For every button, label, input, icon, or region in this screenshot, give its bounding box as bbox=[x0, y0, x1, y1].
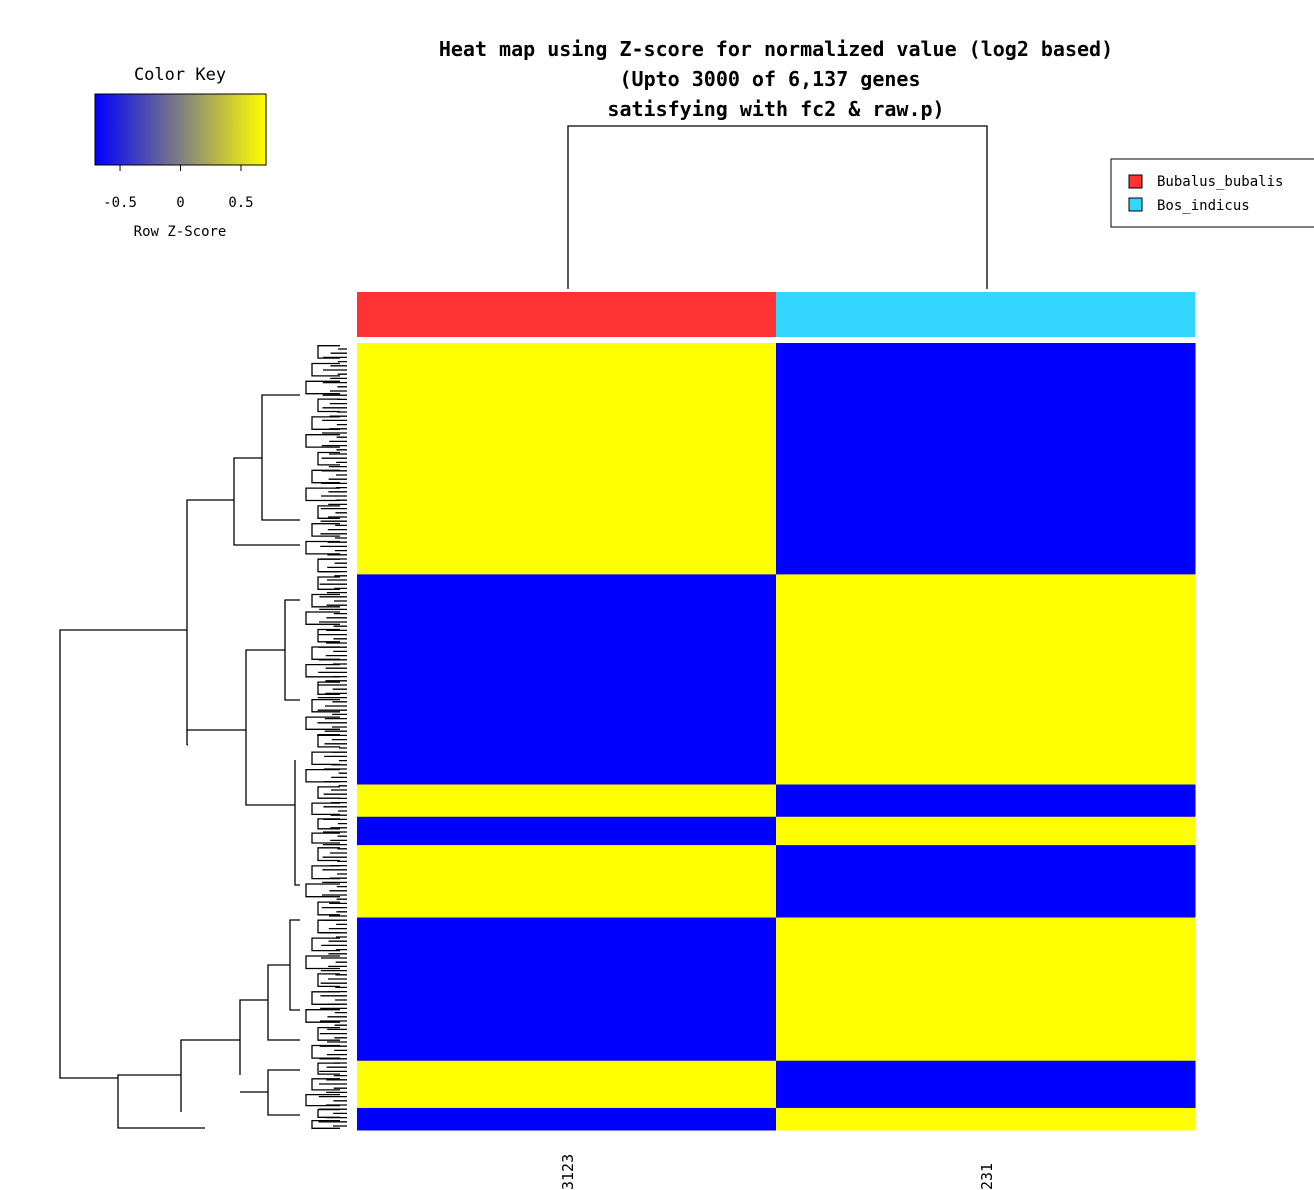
heatmap-cell bbox=[776, 845, 1196, 919]
heatmap-cell bbox=[776, 1060, 1196, 1109]
color-key-tick-label: 0.5 bbox=[228, 195, 253, 211]
column-side-color bbox=[776, 292, 1195, 337]
dendrogram-branch bbox=[311, 786, 340, 816]
dendrogram-branch bbox=[311, 818, 340, 844]
legend-label-bubalus: Bubalus_bubalis bbox=[1157, 174, 1283, 190]
color-key-title: Color Key bbox=[134, 65, 226, 85]
color-key: Color Key -0.5 0 0.5 Row Z-Score bbox=[94, 65, 267, 240]
title-line-3: satisfying with fc2 & raw.p) bbox=[607, 97, 944, 121]
heatmap-cell bbox=[776, 816, 1196, 846]
dendrogram-branch bbox=[59, 394, 300, 1129]
column-labels: 3123 231 bbox=[559, 1154, 996, 1190]
column-label-2: 231 bbox=[978, 1163, 996, 1190]
heatmap-cell bbox=[776, 343, 1196, 575]
heatmap-cell bbox=[776, 574, 1196, 786]
legend-box bbox=[1110, 158, 1314, 228]
column-label-1: 3123 bbox=[559, 1154, 577, 1190]
heatmap-cell bbox=[776, 784, 1196, 818]
heatmap-cell bbox=[357, 784, 777, 818]
heatmap-cell bbox=[776, 917, 1196, 1062]
legend-swatch-bos bbox=[1128, 197, 1143, 212]
heatmap-cell bbox=[357, 845, 777, 919]
color-key-tick-label: -0.5 bbox=[103, 195, 137, 211]
legend-swatch-bubalus bbox=[1128, 174, 1143, 189]
title-line-2: (Upto 3000 of 6,137 genes bbox=[619, 67, 920, 91]
heatmap-cell bbox=[357, 917, 777, 1062]
title-line-1: Heat map using Z-score for normalized va… bbox=[439, 37, 1113, 61]
color-key-tick-label: 0 bbox=[176, 195, 184, 211]
heatmap-cells bbox=[357, 343, 1196, 1131]
color-key-ticks: -0.5 0 0.5 bbox=[103, 165, 254, 211]
color-key-gradient bbox=[94, 93, 267, 166]
legend: Bubalus_bubalis Bos_indicus bbox=[1110, 158, 1314, 228]
heatmap-cell bbox=[357, 816, 777, 846]
legend-label-bos: Bos_indicus bbox=[1157, 198, 1250, 214]
heatmap-cell bbox=[357, 574, 777, 786]
dendrogram-branch bbox=[305, 847, 340, 916]
dendrogram-branch bbox=[305, 919, 340, 1059]
heatmap-cell bbox=[776, 1107, 1196, 1131]
heatmap-cell bbox=[357, 1060, 777, 1109]
heatmap-cell bbox=[357, 343, 777, 575]
dendrogram-branch bbox=[305, 1062, 340, 1107]
chart-title: Heat map using Z-score for normalized va… bbox=[439, 37, 1113, 121]
color-key-xlabel: Row Z-Score bbox=[134, 224, 227, 240]
dendrogram-branch bbox=[305, 576, 340, 783]
column-dendrogram bbox=[567, 125, 988, 289]
heatmap-cell bbox=[357, 1107, 777, 1131]
row-dendrogram bbox=[59, 345, 347, 1129]
dendrogram-branch bbox=[311, 1108, 340, 1129]
dendrogram-branch bbox=[305, 345, 340, 573]
column-side-color bbox=[357, 292, 776, 337]
column-side-colors bbox=[357, 292, 1195, 337]
